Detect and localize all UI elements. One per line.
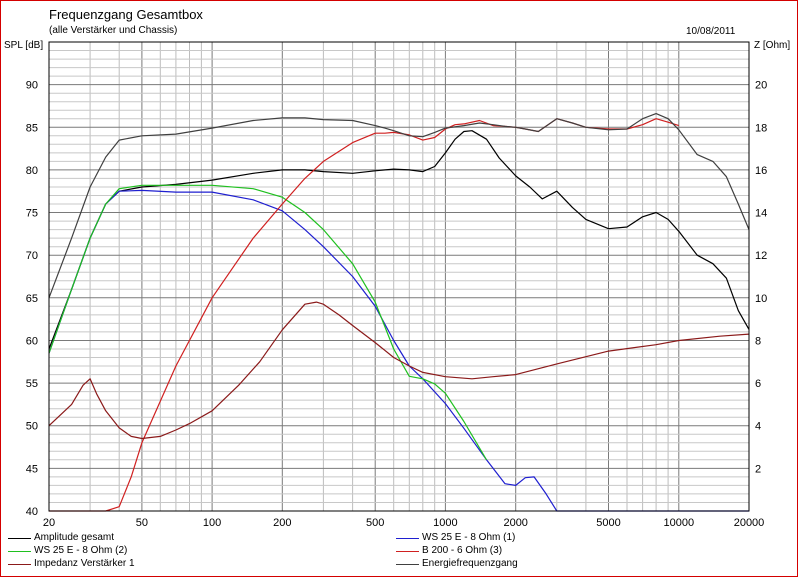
x-tick-label: 10000 <box>664 517 695 529</box>
y-tick-label: 40 <box>26 506 38 518</box>
legend-label: B 200 - 6 Ohm (3) <box>422 545 503 556</box>
legend-swatch <box>396 564 419 565</box>
plot-border <box>48 41 750 512</box>
series-layer <box>48 112 750 512</box>
grid-lines <box>49 42 749 511</box>
chart-title: Frequenzgang Gesamtbox <box>49 7 203 22</box>
x-tick-label: 20000 <box>734 517 765 529</box>
series-line-3 <box>48 184 488 461</box>
y2-tick-label: 12 <box>755 250 767 262</box>
x-tick-label: 200 <box>273 517 291 529</box>
y-tick-label: 50 <box>26 421 38 433</box>
legend-label: Amplitude gesamt <box>34 532 115 543</box>
y-tick-label: 80 <box>26 165 38 177</box>
x-tick-label: 500 <box>366 517 384 529</box>
legend-swatch <box>8 551 31 552</box>
y-tick-label: 65 <box>26 293 38 305</box>
chart-subtitle: (alle Verstärker und Chassis) <box>49 25 178 36</box>
y-tick-label: 45 <box>26 463 38 475</box>
legend-label: Energiefrequenzgang <box>422 558 518 569</box>
y-tick-label: 55 <box>26 378 38 390</box>
legend-label: Impedanz Verstärker 1 <box>34 558 135 569</box>
y2-tick-label: 20 <box>755 80 767 92</box>
series-line-6 <box>48 112 750 299</box>
y-tick-label: 60 <box>26 336 38 348</box>
y2-tick-label: 18 <box>755 122 767 134</box>
y2-tick-label: 8 <box>755 336 761 348</box>
x-tick-label: 5000 <box>596 517 620 529</box>
legend-swatch <box>8 538 31 539</box>
legend-swatch <box>396 538 419 539</box>
legend-label: WS 25 E - 8 Ohm (2) <box>34 545 128 556</box>
y2-tick-label: 10 <box>755 293 767 305</box>
tick-labels: 20 50 100 200 500 1000 2000 5000 10000 2000040455… <box>26 80 768 529</box>
chart-date: 10/08/2011 <box>686 26 736 37</box>
legend-label: WS 25 E - 8 Ohm (1) <box>422 532 516 543</box>
legend-swatch <box>8 564 31 565</box>
y-tick-label: 85 <box>26 122 38 134</box>
series-line-5 <box>48 301 750 440</box>
y-tick-label: 90 <box>26 80 38 92</box>
y2-tick-label: 6 <box>755 378 761 390</box>
x-tick-label: 1000 <box>433 517 457 529</box>
x-tick-label: 20 <box>43 517 55 529</box>
x-tick-label: 2000 <box>503 517 527 529</box>
x-tick-label: 100 <box>203 517 221 529</box>
y-tick-label: 75 <box>26 208 38 220</box>
y2-tick-label: 14 <box>755 208 767 220</box>
y2-tick-label: 4 <box>755 421 761 433</box>
y-axis-label-left: SPL [dB] <box>4 40 44 51</box>
legend-swatch <box>396 551 419 552</box>
y2-tick-label: 2 <box>755 463 761 475</box>
series-line-1 <box>48 130 750 350</box>
y2-tick-label: 16 <box>755 165 767 177</box>
series-line-2 <box>48 189 749 512</box>
y-tick-label: 70 <box>26 250 38 262</box>
x-tick-label: 50 <box>136 517 148 529</box>
y-axis-label-right: Z [Ohm] <box>754 40 791 51</box>
